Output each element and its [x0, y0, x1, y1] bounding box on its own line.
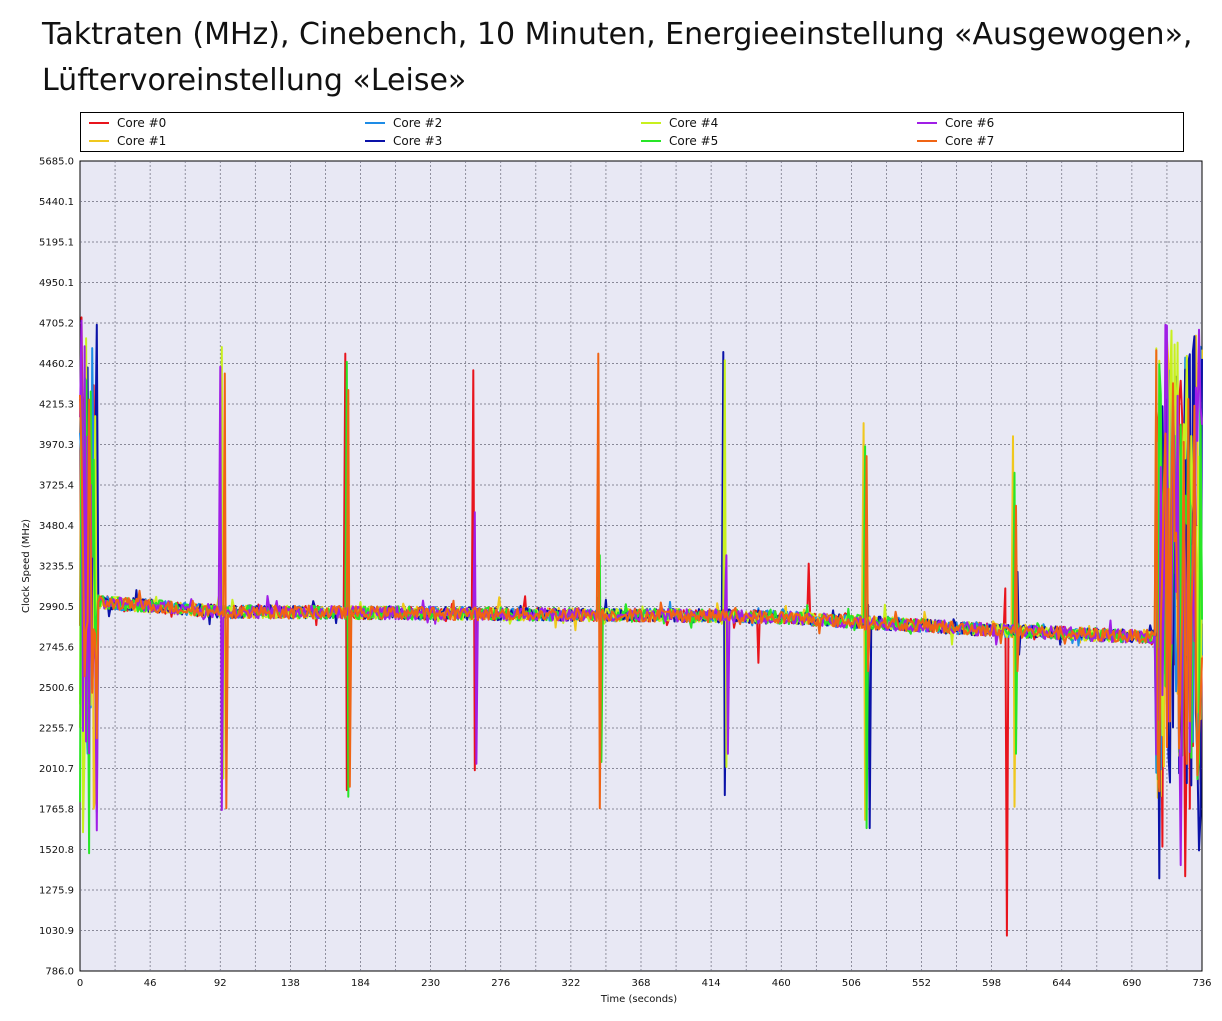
chart-title-line1: Taktraten (MHz), Cinebench, 10 Minuten, …	[42, 17, 1193, 52]
legend-label-core-1: Core #1	[117, 134, 167, 148]
y-tick-label: 1275.9	[39, 886, 74, 897]
x-tick-label: 230	[421, 978, 440, 989]
legend-item-core-7: Core #7	[917, 133, 994, 149]
y-tick-label: 5685.0	[39, 157, 74, 168]
legend-item-core-0: Core #0	[89, 115, 166, 131]
legend-item-core-2: Core #2	[365, 115, 442, 131]
y-tick-label: 2745.6	[39, 643, 74, 654]
y-tick-label: 3235.5	[39, 562, 74, 573]
y-axis-ticks: 786.0 1030.9 1275.9 1520.8 1765.8 2010.7 2255.…	[39, 157, 74, 978]
legend-label-core-6: Core #6	[945, 116, 995, 130]
legend-label-core-4: Core #4	[669, 116, 719, 130]
x-tick-label: 736	[1192, 978, 1211, 989]
legend-swatch-core-0	[89, 122, 109, 124]
x-tick-label: 460	[772, 978, 791, 989]
y-tick-label: 4460.2	[39, 359, 74, 370]
x-tick-label: 506	[842, 978, 861, 989]
legend-swatch-core-6	[917, 122, 937, 124]
y-tick-label: 4215.3	[39, 400, 74, 411]
series-line-core-7	[79, 349, 1203, 810]
x-tick-label: 598	[982, 978, 1001, 989]
y-tick-label: 1520.8	[39, 845, 74, 856]
y-tick-label: 5440.1	[39, 197, 74, 208]
y-tick-label: 1030.9	[39, 926, 74, 937]
legend-swatch-core-7	[917, 140, 937, 142]
x-tick-label: 184	[351, 978, 370, 989]
x-tick-label: 92	[214, 978, 227, 989]
legend-item-core-4: Core #4	[641, 115, 718, 131]
x-tick-label: 552	[912, 978, 931, 989]
y-tick-label: 5195.1	[39, 238, 74, 249]
x-axis-title: Time (seconds)	[600, 994, 677, 1005]
y-tick-label: 786.0	[45, 967, 74, 978]
x-tick-label: 368	[631, 978, 650, 989]
x-tick-label: 276	[491, 978, 510, 989]
legend-item-core-5: Core #5	[641, 133, 718, 149]
x-tick-label: 46	[144, 978, 157, 989]
legend-item-core-3: Core #3	[365, 133, 442, 149]
y-tick-label: 2990.5	[39, 602, 74, 613]
legend-swatch-core-2	[365, 122, 385, 124]
y-axis-title: Clock Speed (MHz)	[21, 519, 32, 613]
y-tick-label: 3725.4	[39, 481, 74, 492]
x-tick-label: 322	[561, 978, 580, 989]
y-tick-label: 4950.1	[39, 278, 74, 289]
x-tick-label: 414	[702, 978, 721, 989]
legend-label-core-2: Core #2	[393, 116, 443, 130]
y-tick-label: 3480.4	[39, 521, 74, 532]
legend-swatch-core-5	[641, 140, 661, 142]
chart-title-line2: Lüftervoreinstellung «Leise»	[42, 63, 467, 98]
x-tick-label: 644	[1052, 978, 1071, 989]
x-tick-label: 690	[1122, 978, 1141, 989]
y-tick-label: 4705.2	[39, 319, 74, 330]
y-tick-label: 2010.7	[39, 764, 74, 775]
grid-lines	[80, 161, 1202, 971]
legend-label-core-5: Core #5	[669, 134, 719, 148]
legend-swatch-core-3	[365, 140, 385, 142]
legend-swatch-core-4	[641, 122, 661, 124]
chart-legend: Core #0 Core #1 Core #2 Core #3 Core #4 …	[80, 112, 1184, 152]
legend-swatch-core-1	[89, 140, 109, 142]
chart-title: Taktraten (MHz), Cinebench, 10 Minuten, …	[42, 12, 1212, 104]
legend-label-core-0: Core #0	[117, 116, 167, 130]
y-tick-label: 2500.6	[39, 683, 74, 694]
legend-item-core-6: Core #6	[917, 115, 994, 131]
x-axis-ticks: 0 46 92 138 184 230 276 322 368 414 460 506 552 598 64…	[77, 978, 1212, 989]
x-tick-label: 0	[77, 978, 83, 989]
legend-item-core-1: Core #1	[89, 133, 166, 149]
y-tick-label: 3970.3	[39, 440, 74, 451]
y-tick-label: 2255.7	[39, 724, 74, 735]
legend-label-core-7: Core #7	[945, 134, 995, 148]
y-tick-label: 1765.8	[39, 805, 74, 816]
x-tick-label: 138	[281, 978, 300, 989]
series-lines	[79, 316, 1203, 937]
legend-label-core-3: Core #3	[393, 134, 443, 148]
